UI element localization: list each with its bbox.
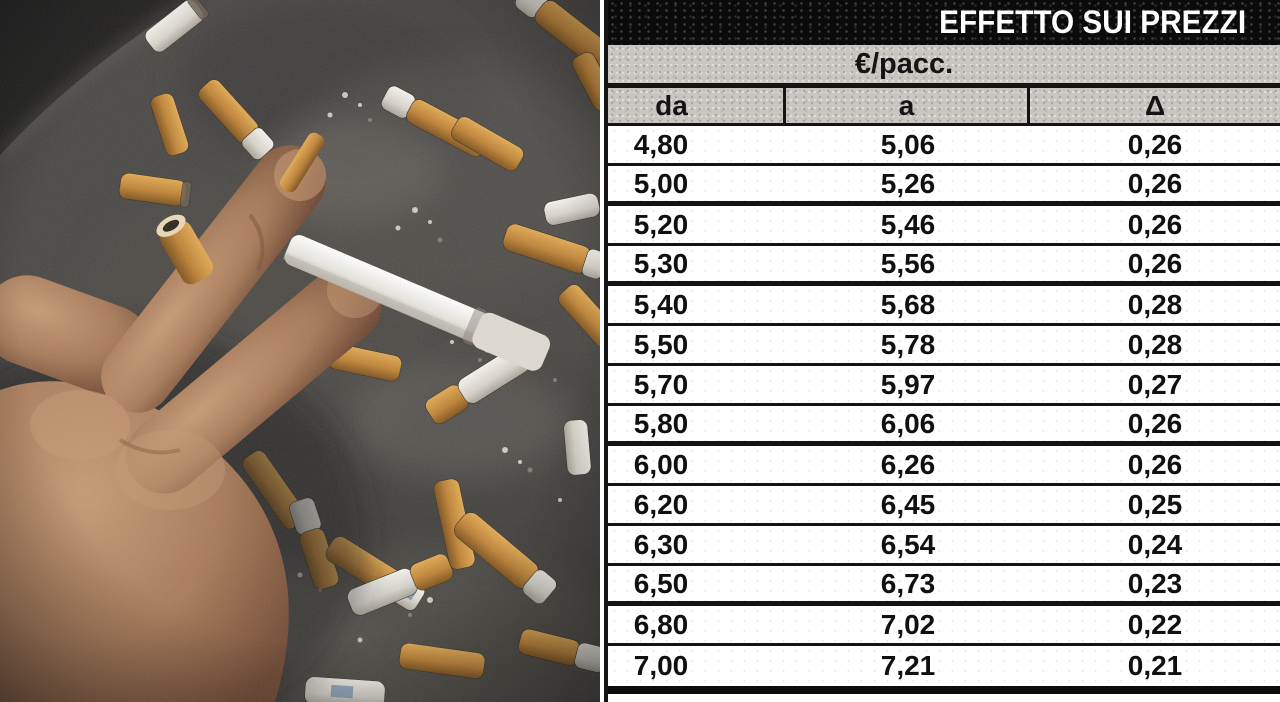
table-cell-delta: 0,28 xyxy=(1127,288,1183,320)
table-cell-da: 5,80 xyxy=(633,407,689,439)
table-cell-da: 5,20 xyxy=(633,208,689,240)
table-cell-delta: 0,25 xyxy=(1127,488,1183,520)
table-cell-a: 5,97 xyxy=(880,368,936,400)
table-cell-da: 6,80 xyxy=(633,608,689,640)
table-row: 6,80 7,02 0,22 xyxy=(608,606,1280,646)
table-cell-da: 5,30 xyxy=(633,247,689,279)
column-header-da: da xyxy=(608,88,786,123)
table-header-row: da a Δ xyxy=(608,88,1280,126)
table-cell-da: 5,50 xyxy=(633,328,689,360)
table-title-bar: EFFETTO SUI PREZZI xyxy=(608,0,1280,45)
table-cell-a: 5,68 xyxy=(880,288,936,320)
table-cell-da: 6,30 xyxy=(633,528,689,560)
table-row: 5,00 5,26 0,26 xyxy=(608,166,1280,206)
table-cell-a: 5,46 xyxy=(880,208,936,240)
table-cell-a: 6,26 xyxy=(880,448,936,480)
table-cell-delta: 0,23 xyxy=(1127,567,1183,599)
vignette xyxy=(0,0,600,702)
table-cell-da: 5,00 xyxy=(633,167,689,199)
table-cell-delta: 0,27 xyxy=(1127,368,1183,400)
table-cell-a: 6,45 xyxy=(880,488,936,520)
table-cell-da: 7,00 xyxy=(633,650,689,681)
table-cell-delta: 0,26 xyxy=(1127,167,1183,199)
table-cell-delta: 0,21 xyxy=(1127,650,1183,681)
table-row: 6,20 6,45 0,25 xyxy=(608,486,1280,526)
column-header-delta: Δ xyxy=(1144,89,1166,121)
ashtray-photo-graphic xyxy=(0,0,600,702)
table-row: 6,50 6,73 0,23 xyxy=(608,566,1280,606)
table-cell-a: 6,73 xyxy=(880,567,936,599)
table-cell-delta: 0,22 xyxy=(1127,608,1183,640)
table-cell-delta: 0,26 xyxy=(1127,407,1183,439)
table-cell-delta: 0,28 xyxy=(1127,328,1183,360)
table-cell-a: 5,56 xyxy=(880,247,936,279)
table-cell-da: 6,20 xyxy=(633,488,689,520)
table-cell-delta: 0,26 xyxy=(1127,128,1183,160)
table-row: 5,20 5,46 0,26 xyxy=(608,206,1280,246)
table-cell-da: 6,00 xyxy=(633,448,689,480)
table-title: EFFETTO SUI PREZZI xyxy=(939,4,1246,40)
table-cell-delta: 0,26 xyxy=(1127,247,1183,279)
table-row: 5,70 5,97 0,27 xyxy=(608,366,1280,406)
table-bottom-border xyxy=(608,686,1280,694)
table-cell-da: 5,70 xyxy=(633,368,689,400)
table-cell-delta: 0,26 xyxy=(1127,208,1183,240)
column-header-a: a xyxy=(786,88,1030,123)
unit-label: €/pacc. xyxy=(854,47,954,80)
table-row: 6,00 6,26 0,26 xyxy=(608,446,1280,486)
table-cell-a: 5,78 xyxy=(880,328,936,360)
table-cell-delta: 0,26 xyxy=(1127,448,1183,480)
table-cell-a: 6,54 xyxy=(880,528,936,560)
table-cell-a: 5,26 xyxy=(880,167,936,199)
price-table-panel: EFFETTO SUI PREZZI €/pacc. da a Δ 4,80 5,… xyxy=(604,0,1280,702)
table-body: 4,80 5,06 0,26 5,00 5,26 0,26 5,20 5,46 0,26 5,30… xyxy=(608,126,1280,686)
table-row: 5,80 6,06 0,26 xyxy=(608,406,1280,446)
table-row: 6,30 6,54 0,24 xyxy=(608,526,1280,566)
table-row: 7,00 7,21 0,21 xyxy=(608,646,1280,686)
table-row: 5,30 5,56 0,26 xyxy=(608,246,1280,286)
ashtray-photo xyxy=(0,0,600,702)
table-cell-da: 6,50 xyxy=(633,567,689,599)
unit-band: €/pacc. xyxy=(608,45,1280,88)
table-cell-da: 5,40 xyxy=(633,288,689,320)
table-cell-a: 7,02 xyxy=(880,608,936,640)
table-cell-a: 7,21 xyxy=(880,650,936,681)
table-row: 5,50 5,78 0,28 xyxy=(608,326,1280,366)
table-cell-delta: 0,24 xyxy=(1127,528,1183,560)
table-cell-da: 4,80 xyxy=(633,128,689,160)
table-row: 5,40 5,68 0,28 xyxy=(608,286,1280,326)
table-cell-a: 5,06 xyxy=(880,128,936,160)
table-cell-a: 6,06 xyxy=(880,407,936,439)
table-row: 4,80 5,06 0,26 xyxy=(608,126,1280,166)
